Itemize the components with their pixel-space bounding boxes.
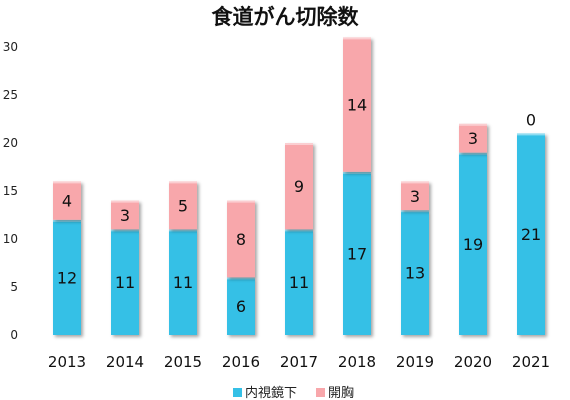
- bar-segment-group: 17: [343, 171, 371, 335]
- data-label: 3: [468, 129, 478, 148]
- bar-2017-series1: [285, 229, 313, 335]
- x-tick-label: 2015: [164, 353, 202, 371]
- x-tick-label: 2014: [106, 353, 144, 371]
- bar-2018-series1: [343, 171, 371, 335]
- bar-segment-group: 11: [285, 229, 313, 335]
- bar-segment-group: 3: [401, 181, 429, 211]
- bar-2013-series2: [53, 181, 81, 220]
- bar-segment-group: 14: [343, 37, 371, 172]
- bar-highlight: [227, 200, 255, 203]
- x-tick-label: 2016: [222, 353, 260, 371]
- bar-segment-group: 4: [53, 181, 81, 220]
- bar-2018-series2: [343, 37, 371, 172]
- data-label: 6: [236, 297, 246, 316]
- x-tick-label: 2021: [512, 353, 550, 371]
- bar-highlight: [401, 210, 429, 213]
- legend-label: 開胸: [328, 386, 354, 400]
- bar-highlight: [459, 152, 487, 155]
- bar-highlight: [459, 123, 487, 126]
- bar-highlight: [169, 181, 197, 184]
- bar-highlight: [401, 181, 429, 184]
- data-label: 14: [347, 96, 367, 115]
- x-tick-label: 2019: [396, 353, 434, 371]
- data-label: 0: [526, 110, 536, 129]
- data-label: 5: [178, 196, 188, 215]
- bar-segment-group: 11: [111, 229, 139, 335]
- x-tick-label: 2017: [280, 353, 318, 371]
- bar-segment-group: 3: [459, 123, 487, 153]
- x-tick-label: 2020: [454, 353, 492, 371]
- chart-title: 食道がん切除数: [212, 5, 360, 29]
- y-tick-label: 20: [3, 136, 18, 150]
- bar-2017-series2: [285, 143, 313, 230]
- bar-highlight: [111, 229, 139, 232]
- bar-2013-series1: [53, 219, 81, 335]
- bar-segment-group: 21: [517, 133, 545, 335]
- bar-segment-group: 3: [111, 200, 139, 230]
- legend: 内視鏡下 開胸: [233, 385, 354, 400]
- data-label: 21: [521, 225, 541, 244]
- bar-highlight: [53, 219, 81, 222]
- bar-2016-series2: [227, 200, 255, 278]
- bar-2014-series1: [111, 229, 139, 335]
- bar-segment-group: 19: [459, 152, 487, 335]
- bar-2020-series1: [459, 152, 487, 335]
- bar-segment-group: 5: [169, 181, 197, 230]
- data-label: 9: [294, 177, 304, 196]
- y-tick-label: 30: [3, 40, 18, 54]
- bar-2021-series1: [517, 133, 545, 335]
- data-label: 17: [347, 244, 367, 263]
- bar-group: 12 4 11 3 11 5 6 8 11 9 17 14 13 3 19 3 21 0: [53, 37, 545, 335]
- bar-segment-group: 9: [285, 143, 313, 230]
- bar-highlight: [111, 200, 139, 203]
- data-label: 12: [57, 268, 77, 287]
- x-tick-label: 2018: [338, 353, 376, 371]
- data-label: 11: [289, 273, 309, 292]
- data-label: 4: [62, 192, 72, 211]
- bar-2020-series2: [459, 123, 487, 153]
- data-label: 19: [463, 235, 483, 254]
- bar-2015-series2: [169, 181, 197, 230]
- bar-highlight: [285, 229, 313, 232]
- y-tick-label: 25: [3, 88, 18, 102]
- bar-2019-series1: [401, 210, 429, 335]
- x-axis: 2013 2014 2015 2016 2017 2018 2019 2020 2021: [48, 353, 550, 371]
- bar-2014-series2: [111, 200, 139, 230]
- data-label: 3: [120, 206, 130, 225]
- bar-segment-group: 8: [227, 200, 255, 278]
- data-label: 11: [115, 273, 135, 292]
- bar-2019-series2: [401, 181, 429, 211]
- bar-highlight: [285, 143, 313, 145]
- y-tick-label: 15: [3, 184, 18, 198]
- bar-segment-group: 11: [169, 229, 197, 335]
- y-tick-label: 5: [10, 280, 18, 294]
- data-label: 3: [410, 187, 420, 206]
- bar-highlight: [227, 277, 255, 280]
- data-label: 11: [173, 273, 193, 292]
- bar-highlight: [343, 171, 371, 174]
- bar-2016-series1: [227, 277, 255, 335]
- bar-2015-series1: [169, 229, 197, 335]
- bar-highlight: [517, 133, 545, 136]
- bar-highlight: [53, 181, 81, 184]
- data-label: 8: [236, 230, 246, 249]
- bar-highlight: [343, 37, 371, 40]
- y-axis: 0 5 10 15 20 25 30: [3, 40, 18, 342]
- legend-label: 内視鏡下: [245, 385, 297, 400]
- legend-swatch-series2: [316, 388, 325, 397]
- bar-segment-group: 12: [53, 219, 81, 335]
- bar-segment-group: 0: [526, 110, 536, 129]
- legend-swatch-series1: [233, 388, 242, 397]
- bar-segment-group: 6: [227, 277, 255, 335]
- bar-highlight: [169, 229, 197, 232]
- y-tick-label: 10: [3, 232, 18, 246]
- x-tick-label: 2013: [48, 353, 86, 371]
- y-tick-label: 0: [10, 328, 18, 342]
- data-label: 13: [405, 264, 425, 283]
- bar-segment-group: 13: [401, 210, 429, 335]
